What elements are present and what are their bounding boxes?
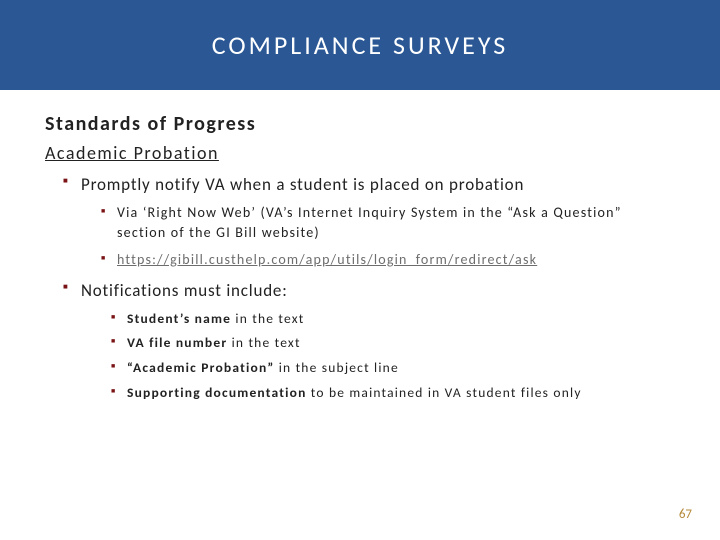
bold-part: Student’s name bbox=[127, 310, 231, 327]
bullet-list-level1: Promptly notify VA when a student is pla… bbox=[63, 174, 675, 402]
title-banner: COMPLIANCE SURVEYS bbox=[0, 0, 720, 90]
rest-part: to be maintained in VA student files onl… bbox=[307, 384, 582, 401]
bullet-list-level3: Student’s name in the text VA file numbe… bbox=[111, 309, 675, 402]
bullet-text: Promptly notify VA when a student is pla… bbox=[81, 174, 524, 195]
gibill-link[interactable]: https://gibill.custhelp.com/app/utils/lo… bbox=[117, 251, 537, 268]
bold-part: Supporting documentation bbox=[127, 384, 307, 401]
slide-content: Standards of Progress Academic Probation… bbox=[0, 90, 720, 402]
bold-part: “Academic Probation” bbox=[127, 359, 274, 376]
rest-part: in the text bbox=[227, 334, 300, 351]
page-number: 67 bbox=[679, 507, 692, 522]
bullet-text: Notifications must include: bbox=[81, 280, 288, 301]
bullet-item-notify: Promptly notify VA when a student is pla… bbox=[63, 174, 675, 270]
heading-academic-probation: Academic Probation bbox=[45, 142, 675, 164]
rest-part: in the subject line bbox=[274, 359, 398, 376]
bullet-text: Via ‘Right Now Web’ (VA’s Internet Inqui… bbox=[117, 204, 622, 241]
bullet-item-student-name: Student’s name in the text bbox=[111, 309, 675, 329]
bullet-item-subject-line: “Academic Probation” in the subject line bbox=[111, 358, 675, 378]
rest-part: in the text bbox=[231, 310, 304, 327]
bold-part: VA file number bbox=[127, 334, 227, 351]
bullet-item-notifications: Notifications must include: Student’s na… bbox=[63, 280, 675, 402]
banner-title: COMPLIANCE SURVEYS bbox=[212, 29, 509, 61]
bullet-item-rightnowweb: Via ‘Right Now Web’ (VA’s Internet Inqui… bbox=[101, 203, 675, 244]
heading-standards: Standards of Progress bbox=[45, 112, 675, 136]
bullet-item-link: https://gibill.custhelp.com/app/utils/lo… bbox=[101, 250, 675, 270]
bullet-list-level2: Via ‘Right Now Web’ (VA’s Internet Inqui… bbox=[101, 203, 675, 270]
bullet-item-va-file: VA file number in the text bbox=[111, 333, 675, 353]
bullet-item-supporting-doc: Supporting documentation to be maintaine… bbox=[111, 383, 675, 403]
